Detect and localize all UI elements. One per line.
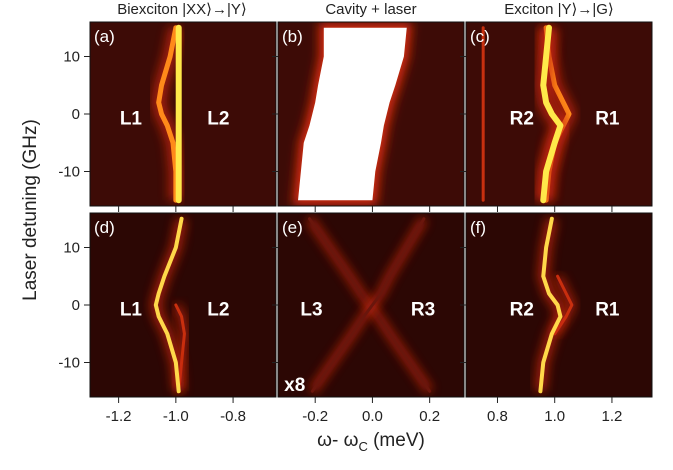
x-tick-label: -0.8 xyxy=(220,408,246,425)
panel: 0.8 1.0 1.2 (f) R2 R1 xyxy=(460,212,653,425)
panel: -1.2 -1.0 -0.8 -10 0 10 (d) L1 L2 xyxy=(58,212,277,425)
y-tick-label: 0 xyxy=(72,106,80,123)
x-tick-label: 0.2 xyxy=(419,408,440,425)
heatmap-traces xyxy=(305,216,434,394)
y-axis-label: Laser detuning (GHz) xyxy=(20,119,41,301)
x-label-unit: (meV) xyxy=(368,430,425,451)
annotation: L1 xyxy=(120,300,143,321)
heatmap-traces xyxy=(292,22,413,206)
x-label-main: ω- ω xyxy=(317,430,358,451)
heatmap-traces xyxy=(534,216,577,394)
annotation: x8 xyxy=(284,375,305,396)
annotation: L2 xyxy=(207,109,229,130)
annotation: R1 xyxy=(595,109,620,130)
annotation: L3 xyxy=(300,300,322,321)
x-tick-label: -0.2 xyxy=(302,408,328,425)
y-tick-label: 10 xyxy=(63,49,80,66)
x-label-sub: C xyxy=(358,439,367,454)
panel-label: (c) xyxy=(470,27,490,46)
x-tick-label: -1.2 xyxy=(106,408,132,425)
heatmap-traces xyxy=(478,24,577,204)
annotation: R1 xyxy=(595,300,620,321)
annotation: L2 xyxy=(207,300,229,321)
trace xyxy=(310,217,426,393)
x-tick-label: 1.0 xyxy=(544,408,565,425)
x-tick-label: 1.2 xyxy=(602,408,623,425)
annotation: R2 xyxy=(510,300,534,321)
panel: (c) R2 R1 xyxy=(460,21,653,212)
trace xyxy=(538,216,563,394)
y-tick-label: -10 xyxy=(58,164,80,181)
x-tick-label: 0.8 xyxy=(487,408,508,425)
heatmap-traces xyxy=(151,24,188,204)
annotation: R3 xyxy=(411,300,435,321)
band xyxy=(298,27,407,201)
x-tick-label: -1.0 xyxy=(163,408,189,425)
y-tick-label: 0 xyxy=(72,297,80,314)
x-axis-label: ω- ωC (meV) xyxy=(317,430,425,454)
annotation: R2 xyxy=(510,109,534,130)
column-title: Biexciton |XX⟩→|Y⟩ xyxy=(117,1,247,18)
panel: (b) xyxy=(272,21,465,212)
panel-label: (f) xyxy=(470,218,486,237)
column-title: Exciton |Y⟩→|G⟩ xyxy=(504,1,614,18)
trace xyxy=(153,216,184,394)
trace xyxy=(540,24,564,204)
column-title: Cavity + laser xyxy=(325,1,416,18)
heatmap-traces xyxy=(149,216,189,394)
panel-label: (e) xyxy=(282,218,303,237)
y-tick-label: -10 xyxy=(58,355,80,372)
panel-label: (a) xyxy=(94,27,115,46)
y-tick-label: 10 xyxy=(63,240,80,257)
annotation: L1 xyxy=(120,109,143,130)
x-tick-label: 0.0 xyxy=(362,408,383,425)
panel-label: (d) xyxy=(94,218,115,237)
panel: -10 0 10 (a) L1 L2 xyxy=(58,21,277,212)
panel: -0.2 0.0 0.2 (e) L3 R3 x8 xyxy=(272,212,465,425)
panel-label: (b) xyxy=(282,27,303,46)
